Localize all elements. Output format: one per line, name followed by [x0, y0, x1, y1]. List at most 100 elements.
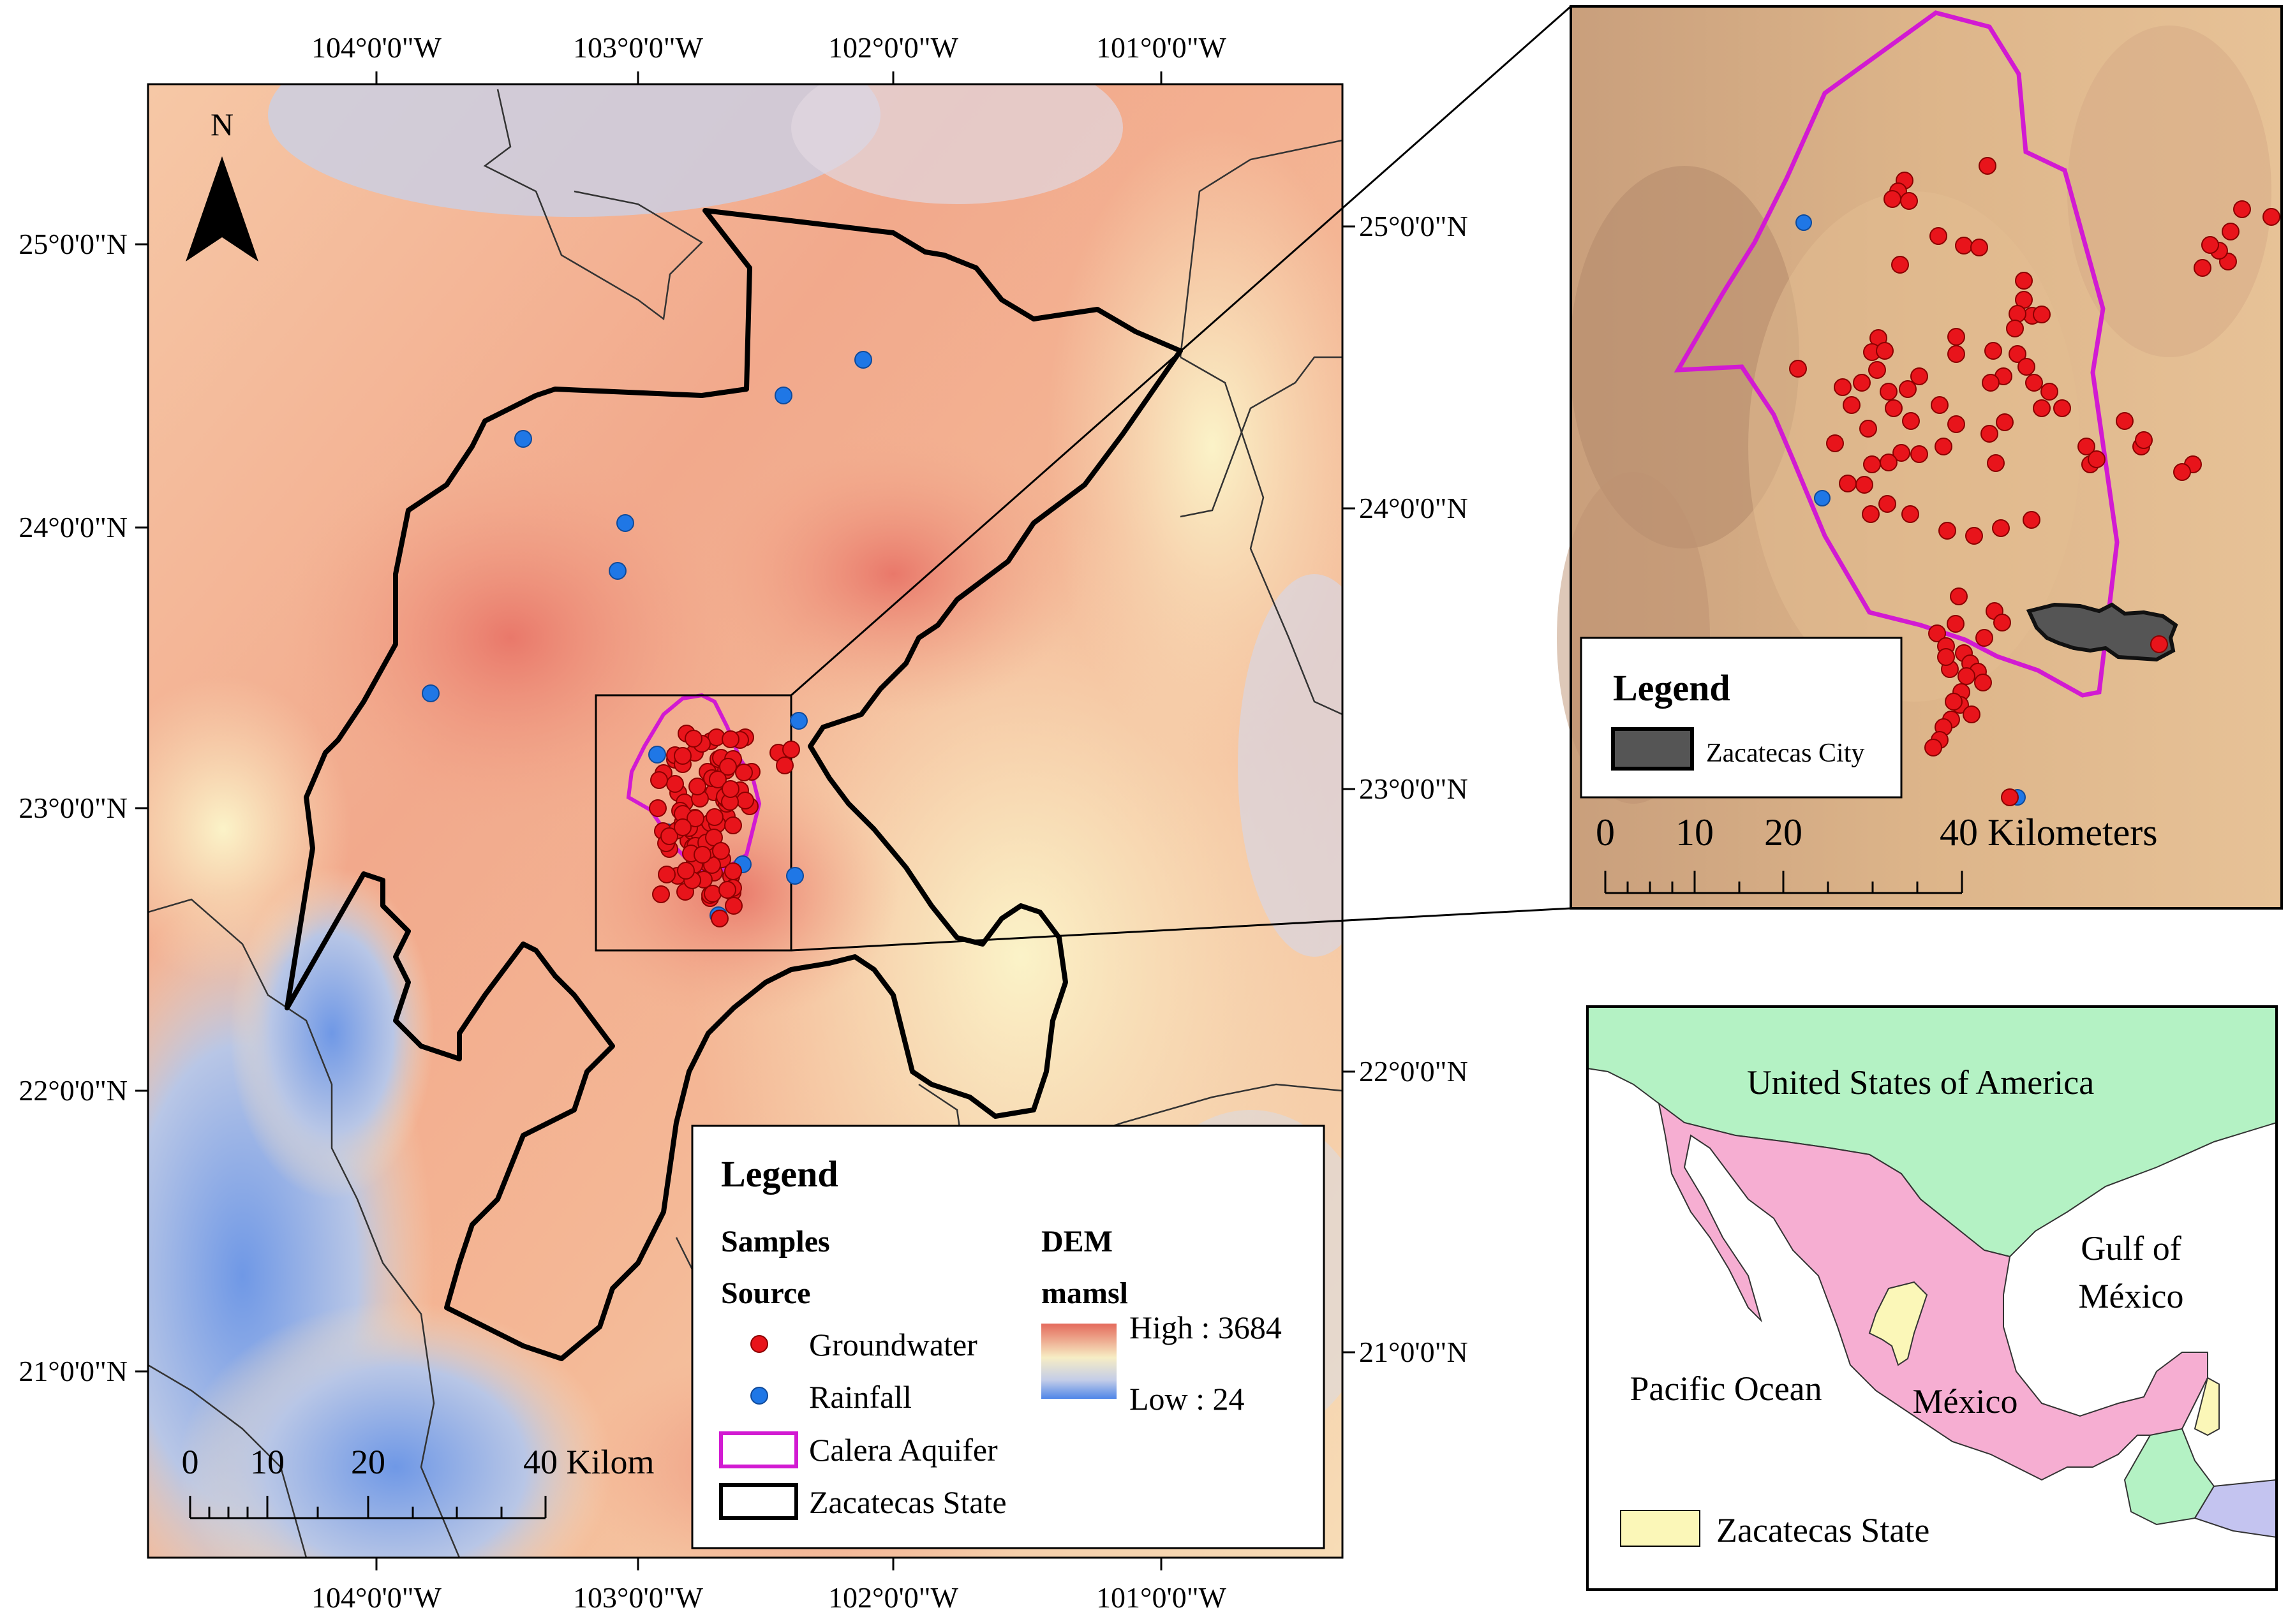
groundwater-point: [724, 816, 742, 834]
groundwater-point: [694, 846, 711, 864]
groundwater-point: [2033, 399, 2051, 417]
groundwater-point: [1862, 505, 1880, 523]
legend-state-symbol: [719, 1483, 798, 1520]
groundwater-point: [2116, 412, 2134, 430]
label-mexico: México: [1913, 1382, 2018, 1421]
groundwater-point: [658, 866, 676, 883]
lat-label-right-3: 23°0'0"N: [1359, 772, 1468, 805]
zoom-legend-city-label: Zacatecas City: [1706, 739, 1864, 768]
groundwater-point: [2023, 511, 2040, 529]
label-gulf-line1: Gulf of: [2081, 1229, 2181, 1267]
groundwater-point: [1947, 415, 1965, 433]
zoom-scale-tick-0: 0: [1596, 811, 1615, 853]
legend-dem-low: Low : 24: [1129, 1381, 1245, 1417]
groundwater-point: [1965, 527, 1983, 545]
locator-legend-symbol: [1620, 1510, 1700, 1547]
locator-legend-label: Zacatecas State: [1716, 1511, 1929, 1549]
main-map-frame: [147, 83, 1344, 1559]
zacatecas-city-polygon: [2026, 602, 2178, 662]
lat-label-left-4: 22°0'0"N: [19, 1074, 128, 1107]
main-scale-bar: 0 10 20 40 Kilom: [182, 1443, 655, 1519]
groundwater-point: [666, 775, 684, 793]
groundwater-point: [674, 818, 692, 836]
zoom-legend: Legend Zacatecas City: [1580, 637, 1903, 799]
rainfall-point: [1814, 490, 1831, 506]
groundwater-point: [712, 842, 730, 860]
groundwater-point: [1929, 227, 1947, 245]
rainfall-point: [786, 867, 804, 885]
lon-label-bottom-1: 104°0'0"W: [311, 1581, 442, 1614]
groundwater-point: [1900, 192, 1918, 210]
groundwater-point: [1883, 190, 1901, 208]
rainfall-point: [775, 387, 792, 404]
groundwater-point: [2233, 200, 2251, 218]
groundwater-point: [1876, 342, 1894, 360]
groundwater-point: [706, 808, 724, 826]
groundwater-point: [1901, 505, 1919, 523]
zoom-scale-bar: 0 10 20 40 Kilometers: [1596, 811, 2158, 894]
groundwater-point: [1980, 425, 1998, 443]
label-pacific: Pacific Ocean: [1630, 1369, 1822, 1408]
lat-label-right-4: 22°0'0"N: [1359, 1055, 1468, 1088]
legend-state-label: Zacatecas State: [809, 1484, 1007, 1520]
groundwater-point: [1982, 374, 2000, 392]
legend-rainfall-symbol: [750, 1387, 768, 1405]
groundwater-point: [1938, 522, 1956, 540]
lat-label-right-1: 25°0'0"N: [1359, 210, 1468, 242]
legend-samples-header: Samples: [721, 1225, 830, 1259]
main-scale-end-label: 40 Kilom: [523, 1443, 655, 1481]
zoom-scale-tick-20: 20: [1764, 811, 1802, 853]
rainfall-point: [648, 746, 666, 764]
groundwater-point: [1826, 434, 1844, 452]
groundwater-point: [1843, 396, 1861, 414]
groundwater-point: [2009, 345, 2026, 363]
lon-label-top-2: 103°0'0"W: [573, 31, 703, 64]
main-legend: Legend Samples Source Groundwater Rainfa…: [691, 1125, 1325, 1549]
groundwater-point: [704, 885, 722, 903]
legend-groundwater-label: Groundwater: [809, 1327, 977, 1362]
groundwater-point: [1910, 445, 1928, 463]
groundwater-point: [2201, 236, 2219, 254]
north-label: N: [211, 107, 234, 142]
groundwater-point: [1984, 342, 2002, 360]
zoom-scale-tick-10: 10: [1675, 811, 1714, 853]
rainfall-point: [854, 351, 872, 369]
main-map: 104°0'0"W 103°0'0"W 102°0'0"W 101°0'0"W …: [19, 31, 1468, 1614]
lat-label-right-5: 21°0'0"N: [1359, 1336, 1468, 1368]
north-arrow-icon: [186, 156, 258, 262]
graticule-ticks: [135, 71, 1355, 1570]
groundwater-point: [735, 764, 753, 781]
zoom-legend-title: Legend: [1613, 667, 1730, 709]
groundwater-point: [1863, 455, 1881, 473]
groundwater-point: [1899, 380, 1917, 398]
groundwater-point: [650, 771, 668, 789]
label-usa: United States of America: [1747, 1063, 2094, 1102]
groundwater-point: [1935, 438, 1952, 455]
groundwater-point: [1945, 693, 1963, 711]
groundwater-point: [1979, 157, 1996, 175]
legend-aquifer-symbol: [719, 1431, 798, 1468]
main-scale-tick-20: 20: [351, 1443, 385, 1481]
groundwater-point: [2088, 450, 2106, 468]
groundwater-point: [1924, 739, 1942, 757]
groundwater-point: [2150, 635, 2168, 653]
groundwater-point: [1947, 345, 1965, 363]
groundwater-point: [1880, 383, 1898, 401]
groundwater-point: [660, 827, 678, 845]
zoom-extent-box: [595, 694, 792, 952]
mexico-polygon: [1658, 1102, 2208, 1481]
rainfall-point: [616, 514, 634, 532]
groundwater-point: [677, 862, 695, 880]
groundwater-point: [1902, 412, 1920, 430]
zoom-legend-city-symbol: [1611, 727, 1694, 771]
legend-dem-ramp: [1041, 1324, 1117, 1399]
groundwater-point: [782, 741, 800, 758]
legend-dem-header: DEM: [1041, 1225, 1113, 1259]
groundwater-point: [2017, 358, 2035, 376]
groundwater-point: [722, 780, 739, 798]
groundwater-point: [1910, 367, 1928, 385]
groundwater-point: [718, 881, 736, 899]
groundwater-point: [649, 799, 667, 817]
legend-source-header: Source: [721, 1276, 810, 1310]
rainfall-point: [790, 712, 808, 730]
